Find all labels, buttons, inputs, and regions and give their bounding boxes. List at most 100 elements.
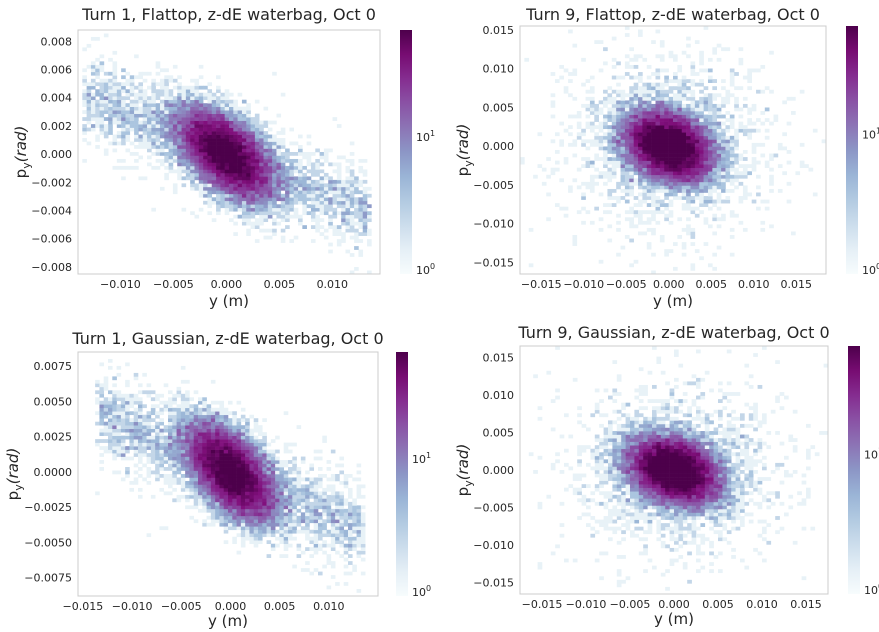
heatmap-cell [651, 185, 656, 190]
heatmap-cell [250, 148, 256, 153]
heatmap-cell [642, 167, 648, 172]
heatmap-cell [206, 508, 212, 513]
heatmap-cell [356, 477, 362, 482]
heatmap-cell [336, 179, 342, 184]
heatmap-cell [742, 157, 748, 161]
heatmap-cell [655, 68, 661, 73]
heatmap-cell [270, 470, 276, 475]
heatmap-cell [216, 200, 221, 205]
heatmap-cell [253, 428, 259, 433]
heatmap-cell [354, 267, 359, 271]
heatmap-cell [185, 120, 191, 125]
heatmap-cell [686, 139, 691, 144]
heatmap-cell [298, 176, 303, 181]
heatmap-cell [589, 174, 595, 179]
heatmap-cell [241, 152, 247, 156]
heatmap-cell [598, 125, 604, 130]
heatmap-cell [638, 75, 643, 80]
heatmap-cell [659, 125, 665, 130]
heatmap-cell [168, 117, 174, 121]
heatmap-cell [707, 196, 713, 200]
heatmap-cell [95, 124, 100, 128]
heatmap-cell [237, 124, 243, 128]
heatmap-cell [159, 411, 165, 416]
heatmap-cell [207, 99, 213, 104]
heatmap-cell [707, 79, 713, 83]
heatmap-cell [219, 432, 225, 436]
heatmap-cell [310, 152, 316, 156]
heatmap-cell [125, 82, 131, 87]
heatmap-cell [176, 477, 182, 482]
heatmap-cell [718, 530, 723, 535]
heatmap-cell [764, 199, 770, 204]
heatmap-cell [134, 138, 139, 142]
heatmap-cell [133, 400, 139, 405]
heatmap-cell [219, 505, 225, 510]
heatmap-cell [747, 72, 752, 76]
heatmap-cell [738, 121, 744, 126]
heatmap-cell [624, 150, 630, 154]
heatmap-cell [253, 480, 259, 485]
heatmap-cell [677, 82, 683, 87]
heatmap-cell [267, 183, 273, 188]
heatmap-cell [629, 167, 634, 172]
heatmap-cell [704, 512, 710, 517]
heatmap-cell [232, 505, 237, 510]
heatmap-cell [172, 186, 178, 191]
heatmap-cell [272, 190, 277, 195]
heatmap-cell [116, 428, 122, 433]
heatmap-cell [224, 134, 230, 139]
heatmap-cell [236, 491, 242, 496]
heatmap-cell [729, 68, 735, 73]
heatmap-cell [190, 85, 195, 90]
heatmap-cell [292, 501, 297, 506]
heatmap-cell [263, 141, 269, 146]
heatmap-cell [189, 425, 195, 429]
heatmap-cell [642, 231, 648, 236]
heatmap-cell [168, 439, 173, 443]
heatmap-cell [589, 185, 595, 190]
heatmap-cell [202, 442, 207, 447]
heatmap-cell [616, 555, 622, 559]
heatmap-cell [259, 127, 264, 132]
heatmap-cell [677, 178, 683, 183]
heatmap-cell [703, 100, 709, 105]
heatmap-cell [116, 439, 122, 443]
heatmap-cell [95, 82, 100, 87]
heatmap-cell [266, 491, 272, 496]
heatmap-cell [246, 106, 251, 111]
heatmap-cell [168, 435, 173, 440]
heatmap-cell [616, 526, 622, 531]
heatmap-cell [315, 162, 320, 167]
heatmap-cell [125, 127, 131, 132]
heatmap-cell [267, 155, 273, 160]
heatmap-cell [280, 162, 286, 167]
heatmap-cell [236, 498, 242, 503]
heatmap-cell [612, 512, 618, 517]
heatmap-cell [177, 103, 182, 107]
heatmap-cell [664, 139, 669, 144]
heatmap-cell [341, 232, 346, 236]
heatmap-cell [215, 484, 220, 489]
heatmap-cell [189, 460, 195, 464]
heatmap-cell [773, 118, 779, 122]
heatmap-cell [95, 390, 100, 395]
heatmap-cell [668, 54, 674, 59]
heatmap-cell [804, 164, 809, 169]
heatmap-cell [690, 231, 696, 236]
heatmap-cell [236, 515, 242, 520]
heatmap-cell [95, 379, 100, 384]
heatmap-cell [296, 515, 302, 520]
heatmap-cell [712, 203, 718, 207]
heatmap-cell [108, 404, 113, 409]
heatmap-cell [673, 160, 678, 165]
heatmap-cell [177, 85, 182, 90]
heatmap-cell [116, 393, 122, 398]
heatmap-cell [782, 132, 787, 137]
heatmap-cell [289, 193, 295, 198]
heatmap-cell [250, 124, 256, 128]
heatmap-cell [249, 501, 255, 506]
heatmap-cell [223, 435, 229, 440]
heatmap-cell [651, 210, 656, 215]
heatmap-cell [103, 33, 109, 38]
